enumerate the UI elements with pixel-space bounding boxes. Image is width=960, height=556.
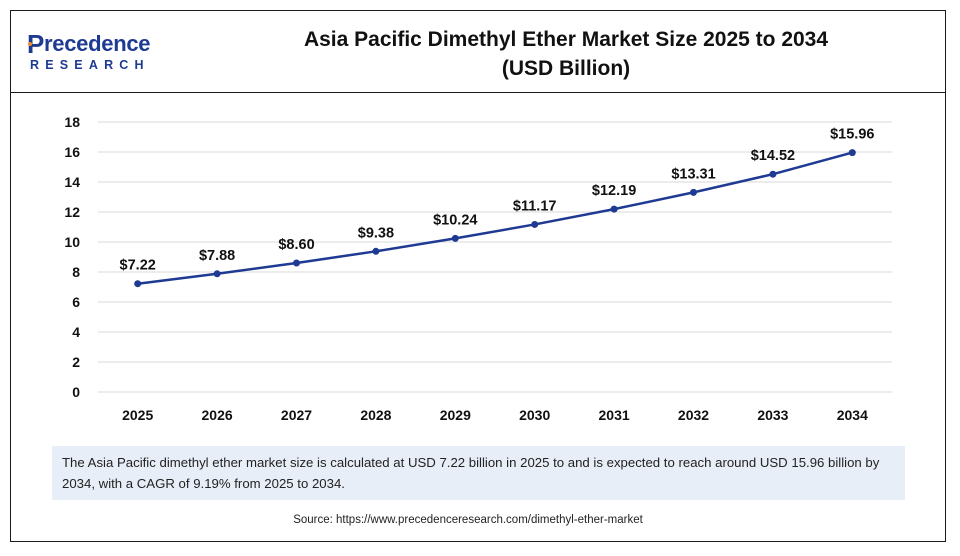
x-tick-label: 2031 bbox=[599, 407, 630, 423]
y-tick-label: 10 bbox=[64, 234, 80, 250]
x-tick-label: 2032 bbox=[678, 407, 709, 423]
y-tick-label: 8 bbox=[72, 264, 80, 280]
data-point bbox=[451, 234, 459, 242]
y-tick-label: 4 bbox=[72, 324, 80, 340]
data-label: $8.60 bbox=[278, 237, 314, 253]
x-tick-label: 2028 bbox=[360, 407, 391, 423]
data-label: $10.24 bbox=[433, 212, 477, 228]
summary-note: The Asia Pacific dimethyl ether market s… bbox=[52, 446, 905, 500]
logo-letter: P bbox=[27, 29, 45, 59]
y-tick-label: 2 bbox=[72, 354, 80, 370]
y-tick-label: 16 bbox=[64, 144, 80, 160]
data-point bbox=[213, 270, 221, 278]
data-point bbox=[372, 247, 380, 255]
x-tick-label: 2034 bbox=[837, 407, 868, 423]
data-label: $13.31 bbox=[671, 166, 715, 182]
chart-title-line1: Asia Pacific Dimethyl Ether Market Size … bbox=[303, 28, 829, 51]
data-label: $11.17 bbox=[513, 198, 557, 214]
series-line bbox=[137, 151, 853, 285]
data-label: $14.52 bbox=[751, 148, 795, 164]
logo-subtitle: RESEARCH bbox=[30, 58, 150, 72]
y-tick-label: 6 bbox=[72, 294, 80, 310]
y-tick-label: 0 bbox=[72, 384, 80, 400]
data-label: $9.38 bbox=[358, 225, 394, 241]
source-text: Source: https://www.precedenceresearch.c… bbox=[293, 514, 643, 526]
data-point bbox=[531, 220, 539, 228]
data-point bbox=[610, 205, 618, 213]
y-tick-label: 12 bbox=[64, 204, 80, 220]
x-tick-label: 2027 bbox=[281, 407, 312, 423]
chart-title-line2: (USD Billion) bbox=[501, 57, 631, 80]
logo-wordmark: recedence bbox=[44, 31, 151, 56]
data-point bbox=[134, 280, 142, 288]
data-point bbox=[293, 259, 300, 267]
x-tick-label: 2025 bbox=[122, 407, 153, 423]
data-label: $7.88 bbox=[199, 248, 235, 264]
x-tick-label: 2033 bbox=[757, 407, 788, 423]
x-tick-label: 2030 bbox=[519, 407, 550, 423]
y-tick-label: 14 bbox=[64, 174, 80, 190]
data-point bbox=[769, 170, 777, 178]
data-label: $12.19 bbox=[592, 183, 636, 199]
y-tick-label: 18 bbox=[64, 114, 80, 130]
data-label: $7.22 bbox=[120, 258, 156, 274]
data-label: $15.96 bbox=[830, 127, 874, 143]
chart-title: Asia Pacific Dimethyl Ether Market Size … bbox=[241, 25, 891, 83]
data-point bbox=[848, 149, 856, 157]
x-tick-label: 2029 bbox=[440, 407, 471, 423]
data-point bbox=[690, 188, 697, 196]
x-tick-label: 2026 bbox=[202, 407, 233, 423]
